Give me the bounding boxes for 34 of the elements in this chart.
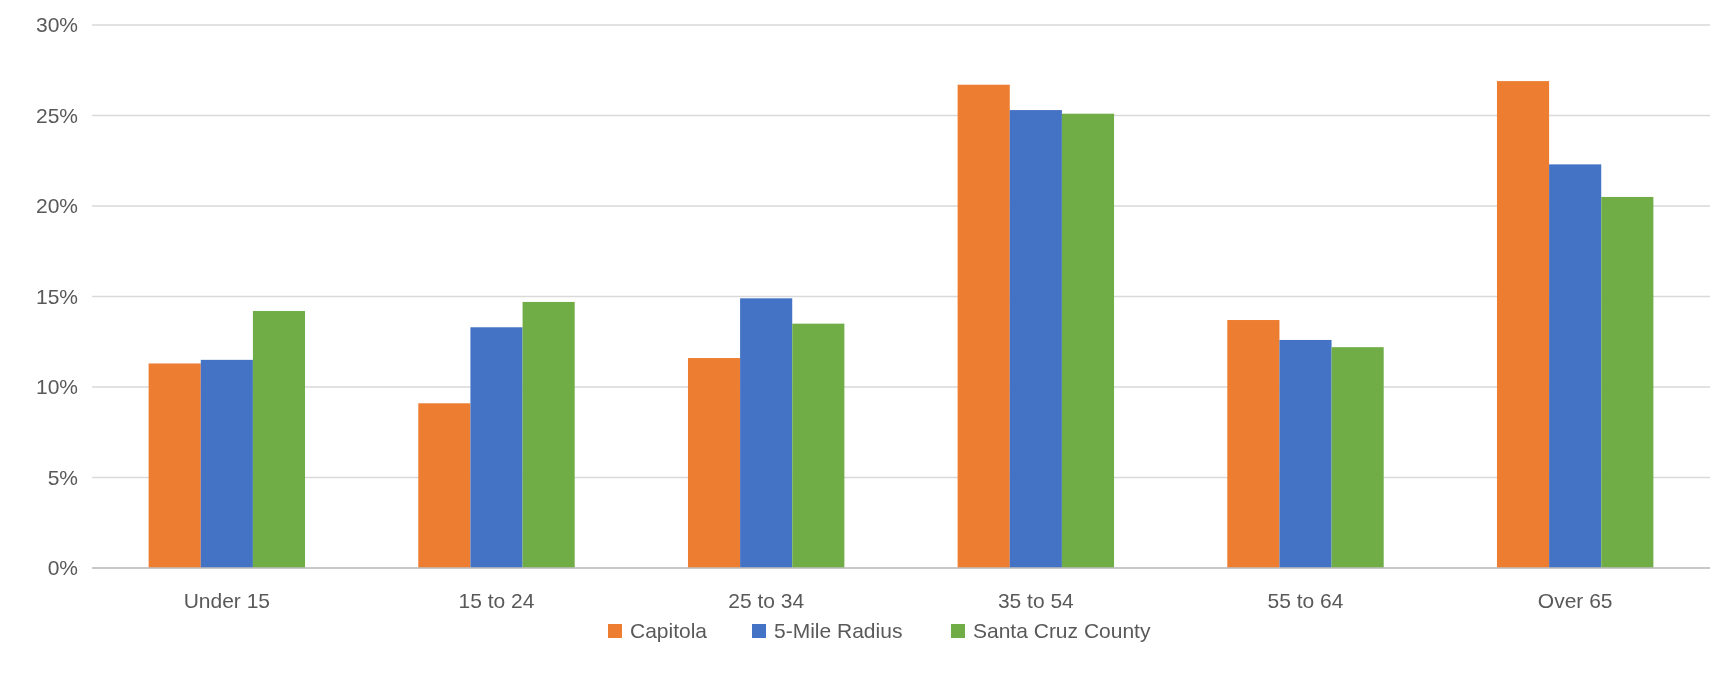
bar (1279, 339, 1332, 568)
bar (522, 301, 575, 568)
legend-label: 5-Mile Radius (774, 619, 903, 643)
bar (687, 358, 741, 568)
y-tick-label: 10% (35, 375, 78, 399)
bar (1009, 110, 1062, 568)
bar (148, 363, 201, 568)
bar (470, 327, 523, 568)
legend-label: Capitola (630, 619, 708, 643)
x-tick-label: 25 to 34 (728, 589, 805, 612)
bar (1227, 320, 1280, 568)
x-tick-label: 55 to 64 (1267, 589, 1344, 612)
x-tick-label: Over 65 (1537, 589, 1613, 612)
legend-label: Santa Cruz County (973, 619, 1151, 643)
y-tick-label: 15% (35, 284, 78, 308)
x-tick-label: Under 15 (183, 589, 271, 612)
y-tick-label: 25% (35, 103, 78, 127)
bar (1331, 347, 1384, 568)
bar (792, 323, 845, 568)
bar (418, 403, 471, 568)
y-tick-label: 0% (47, 556, 78, 580)
y-tick-label: 5% (47, 465, 78, 489)
bar (1549, 164, 1602, 568)
bar (1601, 196, 1654, 568)
bar (740, 298, 793, 568)
bar (252, 310, 306, 568)
y-tick-label: 20% (35, 194, 78, 218)
bar (1061, 113, 1115, 568)
x-tick-label: 15 to 24 (458, 589, 535, 612)
y-tick-label: 30% (35, 13, 78, 37)
bar (957, 84, 1010, 568)
x-tick-label: 35 to 54 (997, 589, 1075, 612)
bar (1496, 81, 1550, 568)
bar (200, 359, 253, 568)
